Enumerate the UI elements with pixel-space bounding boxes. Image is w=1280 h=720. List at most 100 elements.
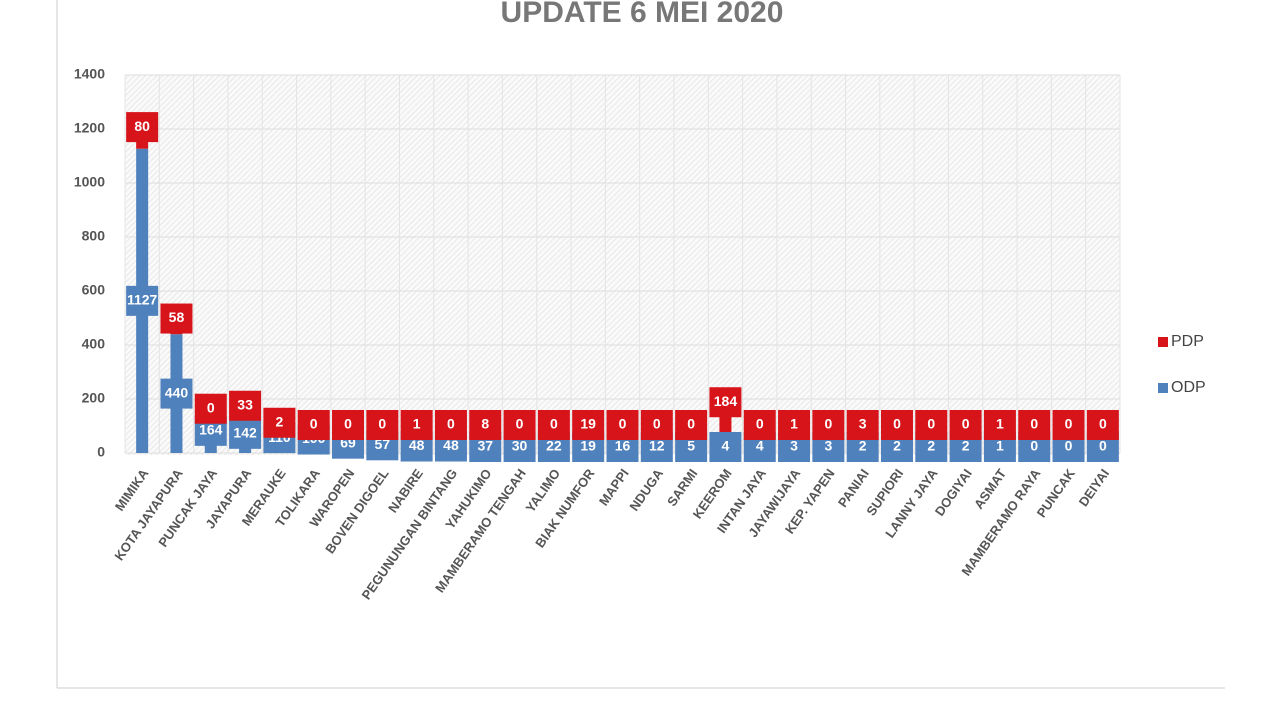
- data-label: 33: [237, 396, 253, 412]
- data-label: 3: [824, 438, 832, 454]
- label-box: [126, 285, 159, 316]
- data-label: 0: [1099, 438, 1107, 454]
- label-box: [366, 410, 399, 440]
- label-box: [846, 410, 879, 440]
- label-box: [812, 410, 845, 440]
- label-box: [332, 410, 365, 440]
- label-box: [229, 390, 262, 421]
- data-label: 164: [199, 422, 223, 438]
- y-tick-label: 1200: [74, 120, 105, 136]
- label-box: [160, 378, 193, 409]
- x-tick-label: DEIYAI: [1076, 466, 1112, 509]
- data-label: 48: [409, 437, 425, 453]
- data-label: 2: [927, 438, 935, 454]
- label-box: [949, 410, 982, 440]
- data-label: 0: [653, 416, 661, 432]
- label-box: [229, 418, 262, 449]
- label-box: [537, 410, 570, 440]
- data-label: 0: [207, 399, 215, 415]
- label-box: [709, 387, 742, 418]
- data-label: 0: [310, 416, 318, 432]
- legend-swatch: [1158, 383, 1168, 393]
- data-label: 0: [1065, 438, 1073, 454]
- data-label: 3: [790, 438, 798, 454]
- data-label: 0: [893, 416, 901, 432]
- x-tick-label: NDUGA: [626, 466, 666, 514]
- label-box: [503, 410, 536, 440]
- data-label: 5: [687, 438, 695, 454]
- label-box: [194, 393, 227, 424]
- legend-label: ODP: [1171, 379, 1206, 396]
- data-label: 0: [447, 416, 455, 432]
- y-tick-label: 400: [82, 336, 106, 352]
- label-box: [880, 410, 913, 440]
- label-box: [126, 112, 159, 143]
- label-box: [263, 407, 296, 438]
- data-label: 0: [516, 416, 524, 432]
- x-tick-label: BOVEN DIGOEL: [322, 466, 391, 556]
- label-box: [983, 410, 1016, 440]
- data-label: 2: [893, 438, 901, 454]
- data-label: 19: [580, 438, 596, 454]
- y-tick-label: 1000: [74, 174, 105, 190]
- y-tick-label: 200: [82, 390, 106, 406]
- data-label: 4: [722, 438, 730, 454]
- label-box: [606, 410, 639, 440]
- label-box: [572, 410, 605, 440]
- label-box: [675, 410, 708, 440]
- data-label: 0: [550, 416, 558, 432]
- label-box: [1086, 410, 1119, 440]
- x-tick-label: MAPPI: [596, 466, 632, 508]
- label-box: [469, 410, 502, 440]
- data-label: 0: [962, 416, 970, 432]
- label-box: [743, 410, 776, 440]
- data-label: 2: [275, 413, 283, 429]
- data-label: 0: [344, 416, 352, 432]
- data-label: 1: [790, 416, 798, 432]
- data-label: 0: [378, 416, 386, 432]
- data-label: 1127: [127, 292, 158, 308]
- y-tick-label: 1400: [74, 66, 105, 82]
- data-label: 1: [413, 416, 421, 432]
- data-label: 57: [375, 436, 391, 452]
- chart-title: UPDATE 6 MEI 2020: [501, 0, 784, 29]
- data-label: 0: [756, 416, 764, 432]
- data-label: 2: [859, 438, 867, 454]
- plot-area: [125, 75, 1120, 455]
- legend-swatch: [1158, 337, 1168, 347]
- data-label: 22: [546, 438, 562, 454]
- data-label: 0: [619, 416, 627, 432]
- data-label: 2: [962, 438, 970, 454]
- data-label: 48: [443, 437, 459, 453]
- label-box: [400, 410, 433, 440]
- data-label: 0: [687, 416, 695, 432]
- data-label: 8: [481, 416, 489, 432]
- data-label: 30: [512, 438, 528, 454]
- data-label: 16: [615, 438, 631, 454]
- data-label: 0: [1030, 416, 1038, 432]
- data-label: 0: [1099, 416, 1107, 432]
- data-label: 0: [1030, 438, 1038, 454]
- data-label: 0: [1065, 416, 1073, 432]
- label-box: [1018, 410, 1051, 440]
- data-label: 3: [859, 416, 867, 432]
- data-label: 80: [134, 118, 150, 134]
- x-tick-label: PANIAI: [835, 466, 872, 510]
- label-box: [160, 303, 193, 334]
- data-label: 1: [996, 416, 1004, 432]
- data-label: 58: [169, 309, 185, 325]
- y-tick-label: 600: [82, 282, 106, 298]
- y-tick-label: 0: [97, 444, 105, 460]
- label-box: [915, 410, 948, 440]
- data-label: 4: [756, 438, 764, 454]
- data-label: 184: [714, 393, 738, 409]
- data-label: 1: [996, 438, 1004, 454]
- data-label: 0: [927, 416, 935, 432]
- data-label: 12: [649, 438, 665, 454]
- label-box: [709, 432, 742, 462]
- label-box: [778, 410, 811, 440]
- y-tick-label: 800: [82, 228, 106, 244]
- label-box: [1052, 410, 1085, 440]
